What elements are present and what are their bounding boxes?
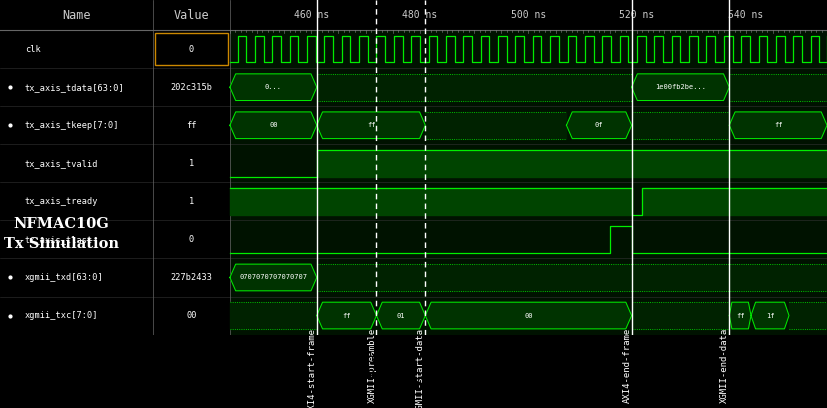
Text: 540 ns: 540 ns bbox=[728, 10, 763, 20]
Text: tx_axis_tdata[63:0]: tx_axis_tdata[63:0] bbox=[25, 83, 125, 92]
Text: 0707070707070707: 0707070707070707 bbox=[239, 275, 308, 280]
Text: clk: clk bbox=[25, 44, 41, 53]
Text: Value: Value bbox=[174, 9, 209, 22]
Text: Name: Name bbox=[62, 9, 91, 22]
Text: 0...: 0... bbox=[265, 84, 282, 90]
Polygon shape bbox=[632, 74, 729, 100]
Text: 1: 1 bbox=[189, 197, 194, 206]
Text: 0: 0 bbox=[189, 44, 194, 53]
Text: tx_axis_tvalid: tx_axis_tvalid bbox=[25, 159, 98, 168]
Bar bbox=[230, 30, 827, 335]
Text: 00: 00 bbox=[524, 313, 533, 319]
Text: 00: 00 bbox=[269, 122, 278, 128]
Text: 460 ns: 460 ns bbox=[294, 10, 329, 20]
Text: ff: ff bbox=[367, 122, 375, 128]
Polygon shape bbox=[317, 112, 425, 139]
Text: Tx
Latency: Tx Latency bbox=[343, 351, 399, 379]
Text: ff: ff bbox=[736, 313, 744, 319]
Text: 1e00fb2be...: 1e00fb2be... bbox=[655, 84, 706, 90]
Polygon shape bbox=[566, 112, 632, 139]
Polygon shape bbox=[230, 112, 317, 139]
Text: AXI4-end-frame: AXI4-end-frame bbox=[623, 328, 632, 403]
Text: ff: ff bbox=[774, 122, 782, 128]
Text: 00: 00 bbox=[186, 311, 197, 320]
Text: ff: ff bbox=[342, 313, 351, 319]
Bar bbox=[155, 33, 228, 66]
Polygon shape bbox=[230, 264, 317, 291]
Polygon shape bbox=[425, 302, 632, 329]
Text: 1: 1 bbox=[189, 159, 194, 168]
Text: 480 ns: 480 ns bbox=[402, 10, 437, 20]
Text: NFMAC10G
Tx Simulation: NFMAC10G Tx Simulation bbox=[3, 217, 119, 251]
Text: ff: ff bbox=[186, 121, 197, 130]
Text: AXI4-start-frame: AXI4-start-frame bbox=[308, 328, 317, 408]
Text: xgmii_txc[7:0]: xgmii_txc[7:0] bbox=[25, 311, 98, 320]
Polygon shape bbox=[751, 302, 789, 329]
Text: 202c315b: 202c315b bbox=[170, 83, 213, 92]
Text: 0f: 0f bbox=[595, 122, 603, 128]
Bar bbox=[0, 0, 827, 30]
Text: XGMII-preamble: XGMII-preamble bbox=[367, 328, 376, 403]
Text: tx_axis_tlast: tx_axis_tlast bbox=[25, 235, 93, 244]
Text: 0: 0 bbox=[189, 235, 194, 244]
Polygon shape bbox=[729, 302, 751, 329]
Text: 520 ns: 520 ns bbox=[619, 10, 655, 20]
Text: 227b2433: 227b2433 bbox=[170, 273, 213, 282]
Text: xgmii_txd[63:0]: xgmii_txd[63:0] bbox=[25, 273, 103, 282]
Polygon shape bbox=[376, 302, 425, 329]
Text: 1f: 1f bbox=[766, 313, 774, 319]
Text: 500 ns: 500 ns bbox=[511, 10, 546, 20]
Polygon shape bbox=[230, 74, 317, 100]
Text: 01: 01 bbox=[397, 313, 405, 319]
Polygon shape bbox=[729, 112, 827, 139]
Text: tx_axis_tready: tx_axis_tready bbox=[25, 197, 98, 206]
Text: tx_axis_tkeep[7:0]: tx_axis_tkeep[7:0] bbox=[25, 121, 119, 130]
Text: XGMII-end-data: XGMII-end-data bbox=[720, 328, 729, 403]
Polygon shape bbox=[317, 302, 376, 329]
Text: XGMII-start-data: XGMII-start-data bbox=[416, 328, 425, 408]
